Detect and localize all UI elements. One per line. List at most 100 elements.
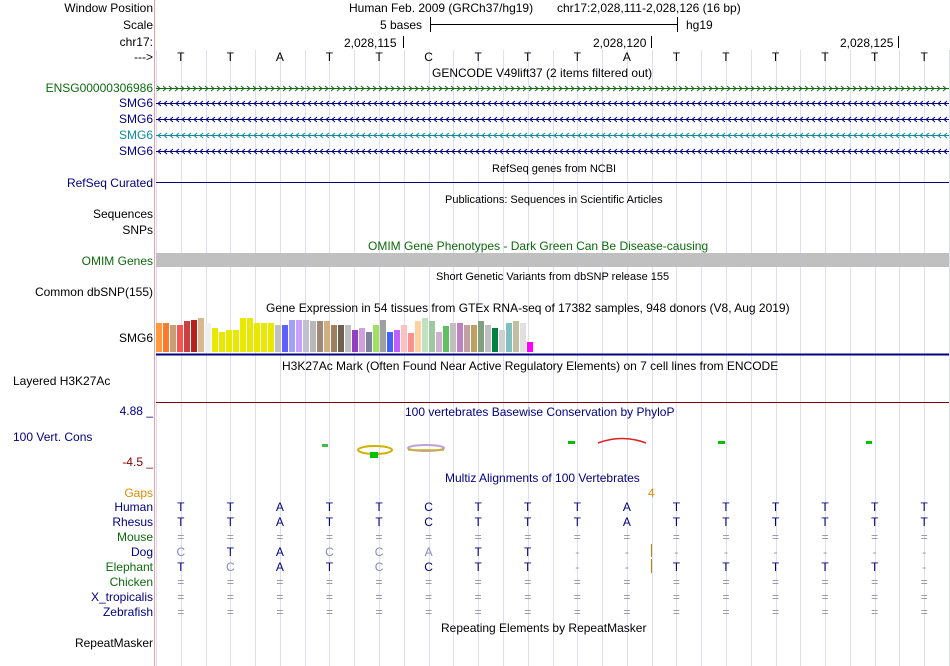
strand-arrow (228, 85, 233, 92)
species-label[interactable]: Elephant (105, 560, 153, 574)
strand-arrow (373, 100, 378, 107)
strand-arrow (661, 116, 666, 123)
alignment-base: = (524, 590, 531, 604)
coord-tick-label: 2,028,125 (840, 36, 894, 50)
strand-arrow (204, 85, 209, 92)
alignment-base: T (524, 500, 532, 514)
strand-arrow (829, 116, 834, 123)
strand-arrow (295, 132, 300, 139)
strand-arrow (535, 132, 540, 139)
h3k27ac-track-label[interactable]: Layered H3K27Ac (13, 374, 111, 388)
gtex-bar (212, 328, 218, 352)
dbsnp-track-label[interactable]: Common dbSNP(155) (34, 285, 153, 299)
strand-arrow (169, 132, 174, 139)
species-label[interactable]: Mouse (116, 530, 153, 544)
strand-arrow (739, 100, 744, 107)
multiz-track-title[interactable]: Multiz Alignments of 100 Vertebrates (445, 471, 640, 485)
strand-arrow (823, 100, 828, 107)
strand-arrow (631, 132, 636, 139)
strand-arrow (601, 100, 606, 107)
strand-arrow (421, 148, 426, 155)
species-label[interactable]: Chicken (109, 575, 153, 589)
ruler-base: T (375, 50, 383, 64)
strand-arrow (247, 148, 252, 155)
repeatmasker-track-title[interactable]: Repeating Elements by RepeatMasker (441, 621, 647, 635)
strand-arrow (756, 85, 761, 92)
strand-arrow (523, 148, 528, 155)
gene-label[interactable]: SMG6 (118, 112, 153, 126)
gencode-track-title[interactable]: GENCODE V49lift37 (2 items filtered out) (432, 66, 653, 80)
species-label[interactable]: X_tropicalis (90, 590, 153, 604)
gaps-label[interactable]: Gaps (124, 486, 153, 500)
dbsnp-track-title[interactable]: Short Genetic Variants from dbSNP releas… (436, 271, 670, 283)
strand-arrow (823, 148, 828, 155)
alignment-base: T (921, 500, 929, 514)
strand-arrow (271, 116, 276, 123)
strand-arrow (487, 132, 492, 139)
gene-label[interactable]: SMG6 (118, 96, 153, 110)
gtex-track-title[interactable]: Gene Expression in 54 tissues from GTEx … (266, 301, 790, 315)
gtex-bar (205, 323, 211, 352)
strand-arrow (367, 100, 372, 107)
strand-arrow (925, 132, 930, 139)
alignment-base: T (722, 560, 730, 574)
strand-arrow (925, 116, 930, 123)
phylop-track-label[interactable]: 100 Vert. Cons (13, 430, 93, 444)
publications-track-title[interactable]: Publications: Sequences in Scientific Ar… (445, 194, 663, 206)
strand-arrow (505, 132, 510, 139)
strand-arrow (271, 132, 276, 139)
phylop-min-label: -4.5 _ (122, 455, 153, 469)
h3k27ac-track-title[interactable]: H3K27Ac Mark (Often Found Near Active Re… (282, 359, 779, 373)
strand-arrow (732, 85, 737, 92)
strand-arrow (223, 132, 228, 139)
species-label[interactable]: Dog (130, 545, 153, 559)
strand-arrow (775, 116, 780, 123)
gene-label[interactable]: SMG6 (118, 128, 153, 142)
alignment-base: A (276, 545, 284, 559)
ruler-base: T (673, 50, 681, 64)
gtex-bar (240, 318, 246, 352)
strand-arrow (367, 148, 372, 155)
gene-label[interactable]: ENSG00000306986 (45, 81, 153, 95)
strand-arrow (463, 100, 468, 107)
strand-arrow (282, 85, 287, 92)
snps-track-label[interactable]: SNPs (122, 223, 153, 237)
alignment-base: = (177, 575, 184, 589)
strand-arrow (733, 148, 738, 155)
repeatmasker-track-label[interactable]: RepeatMasker (74, 636, 153, 650)
gene-label[interactable]: SMG6 (118, 144, 153, 158)
phylop-track-title[interactable]: 100 vertebrates Basewise Conservation by… (405, 405, 675, 419)
omim-track-label[interactable]: OMIM Genes (81, 254, 153, 268)
position-text[interactable]: chr17:2,028,111-2,028,126 (16 bp) (557, 1, 741, 15)
alignment-base: = (871, 530, 878, 544)
strand-arrow (235, 148, 240, 155)
strand-arrow (811, 132, 816, 139)
strand-arrow (205, 148, 210, 155)
strand-arrow (199, 116, 204, 123)
species-label[interactable]: Rhesus (112, 515, 153, 529)
strand-arrow (919, 100, 924, 107)
strand-arrow (613, 148, 618, 155)
strand-arrow (792, 85, 797, 92)
strand-arrow (606, 85, 611, 92)
species-label[interactable]: Human (114, 500, 153, 514)
refseq-track-title[interactable]: RefSeq genes from NCBI (492, 163, 617, 175)
strand-arrow (817, 100, 822, 107)
gtex-bar (373, 325, 379, 352)
species-label[interactable]: Zebrafish (102, 605, 153, 619)
sequences-track-label[interactable]: Sequences (92, 207, 153, 221)
gtex-track-label[interactable]: SMG6 (118, 331, 153, 345)
strand-arrow (169, 100, 174, 107)
alignment-base: = (376, 530, 383, 544)
refseq-track-label[interactable]: RefSeq Curated (66, 176, 153, 190)
gtex-bar (156, 323, 162, 352)
strand-arrow (241, 116, 246, 123)
alignment-base: = (574, 530, 581, 544)
omim-track-title[interactable]: OMIM Gene Phenotypes - Dark Green Can Be… (368, 239, 709, 253)
strand-arrow (505, 100, 510, 107)
strand-arrow (571, 148, 576, 155)
strand-arrow (601, 116, 606, 123)
strand-arrow (552, 85, 557, 92)
